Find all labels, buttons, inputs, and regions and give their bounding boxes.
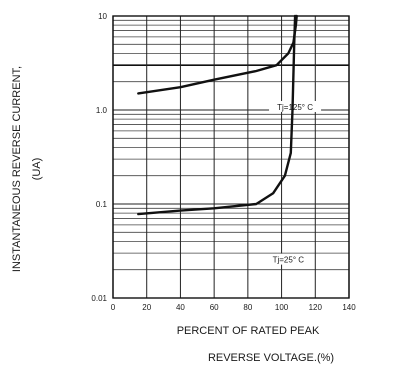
x-tick-label-140: 140: [342, 303, 356, 312]
series-annotation-1: Tj=25° C: [273, 256, 305, 265]
y-tick-label-10: 10: [98, 12, 107, 21]
annotation-bg-1: [262, 253, 315, 265]
y-axis-title: INSTANTANEOUS REVERSE CURRENT,: [11, 66, 23, 272]
y-tick-label-0.01: 0.01: [91, 294, 107, 303]
x-tick-label-0: 0: [111, 303, 116, 312]
x-tick-label-100: 100: [275, 303, 289, 312]
x-tick-label-60: 60: [210, 303, 219, 312]
x-axis-title: PERCENT OF RATED PEAK: [177, 325, 320, 337]
label-layer: PERCENT OF RATED PEAK REVERSE VOLTAGE.(%…: [11, 66, 334, 364]
series-layer: Tj=125° C Tj=25° C: [137, 14, 322, 265]
x-tick-label-20: 20: [142, 303, 151, 312]
x-tick-label-40: 40: [176, 303, 185, 312]
x-tick-label-120: 120: [309, 303, 323, 312]
plot-frame: [112, 15, 350, 299]
y-tick-label-1.0: 1.0: [96, 106, 108, 115]
series-annotation-0: Tj=125° C: [277, 103, 313, 112]
x-tick-label-80: 80: [243, 303, 252, 312]
tick-layer: 0 20 40 60 80 100 120 140 0.01 0.1 1.0 10: [91, 12, 356, 312]
grid-layer: [112, 15, 350, 299]
series-line-1: [137, 14, 297, 216]
y-axis-title-line2: (UA): [31, 158, 43, 181]
annotation-bg-0: [269, 101, 322, 113]
x-axis-title-line2: REVERSE VOLTAGE.(%): [208, 352, 334, 364]
y-tick-label-0.1: 0.1: [96, 200, 108, 209]
